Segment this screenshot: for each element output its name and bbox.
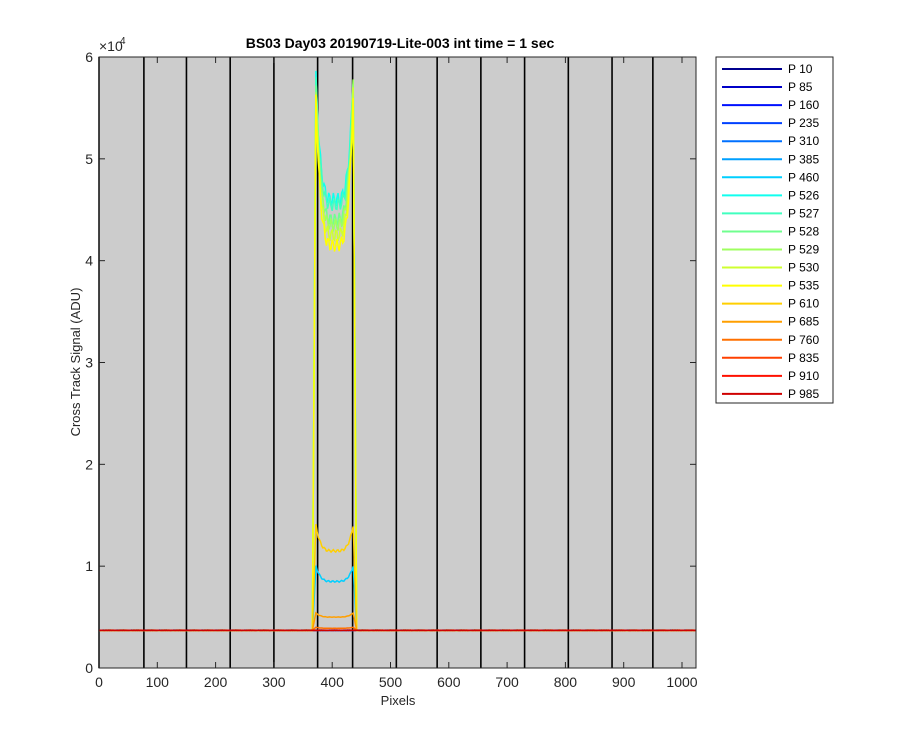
x-tick-label: 600: [437, 674, 461, 690]
legend-label: P 526: [788, 188, 819, 202]
y-axis-label: Cross Track Signal (ADU): [68, 288, 83, 437]
x-tick-label: 800: [554, 674, 578, 690]
y-exponent-power: 4: [120, 36, 126, 47]
x-tick-label: 300: [262, 674, 286, 690]
x-tick-label: 0: [95, 674, 103, 690]
legend-label: P 529: [788, 243, 819, 257]
x-axis: 0 100 200 300 400 500 600 700 800 900 1000: [95, 57, 698, 690]
x-tick-label: 700: [495, 674, 519, 690]
legend-label: P 760: [788, 333, 819, 347]
y-tick-label: 0: [85, 660, 93, 676]
x-tick-label: 200: [204, 674, 228, 690]
legend-box: [715, 56, 834, 404]
legend-label: P 527: [788, 206, 819, 220]
y-exponent-base: ×10: [99, 38, 123, 54]
legend-items: P 10 P 85 P 160 P 235 P 310 P 385 P 460 P 526 P …: [722, 62, 819, 401]
y-tick-label: 4: [85, 253, 93, 269]
x-tick-label: 900: [612, 674, 636, 690]
legend-label: P 85: [788, 80, 813, 94]
y-tick-label: 5: [85, 151, 93, 167]
x-axis-label: Pixels: [381, 693, 416, 708]
legend-label: P 10: [788, 62, 813, 76]
legend-label: P 985: [788, 387, 819, 401]
legend-label: P 535: [788, 279, 819, 293]
legend-label: P 460: [788, 170, 819, 184]
y-tick-label: 3: [85, 355, 93, 371]
axes-background: [99, 57, 696, 668]
legend-label: P 310: [788, 134, 819, 148]
y-axis: 0 1 2 3 4 5 6: [85, 49, 696, 676]
legend-label: P 235: [788, 116, 819, 130]
y-tick-label: 6: [85, 49, 93, 65]
legend-label: P 528: [788, 224, 819, 238]
chart-title: BS03 Day03 20190719-Lite-003 int time = …: [246, 35, 555, 51]
x-tick-label: 400: [321, 674, 345, 690]
legend-label: P 530: [788, 261, 819, 275]
legend-label: P 160: [788, 98, 819, 112]
y-tick-label: 2: [85, 456, 93, 472]
legend-label: P 835: [788, 351, 819, 365]
legend: P 10 P 85 P 160 P 235 P 310 P 385 P 460 P 526 P …: [715, 56, 834, 404]
legend-label: P 610: [788, 297, 819, 311]
y-tick-label: 1: [85, 558, 93, 574]
x-tick-label: 1000: [666, 674, 697, 690]
legend-label: P 385: [788, 152, 819, 166]
legend-label: P 910: [788, 369, 819, 383]
x-tick-label: 500: [379, 674, 403, 690]
x-tick-label: 100: [146, 674, 170, 690]
series-layer: [98, 70, 697, 632]
legend-label: P 685: [788, 315, 819, 329]
